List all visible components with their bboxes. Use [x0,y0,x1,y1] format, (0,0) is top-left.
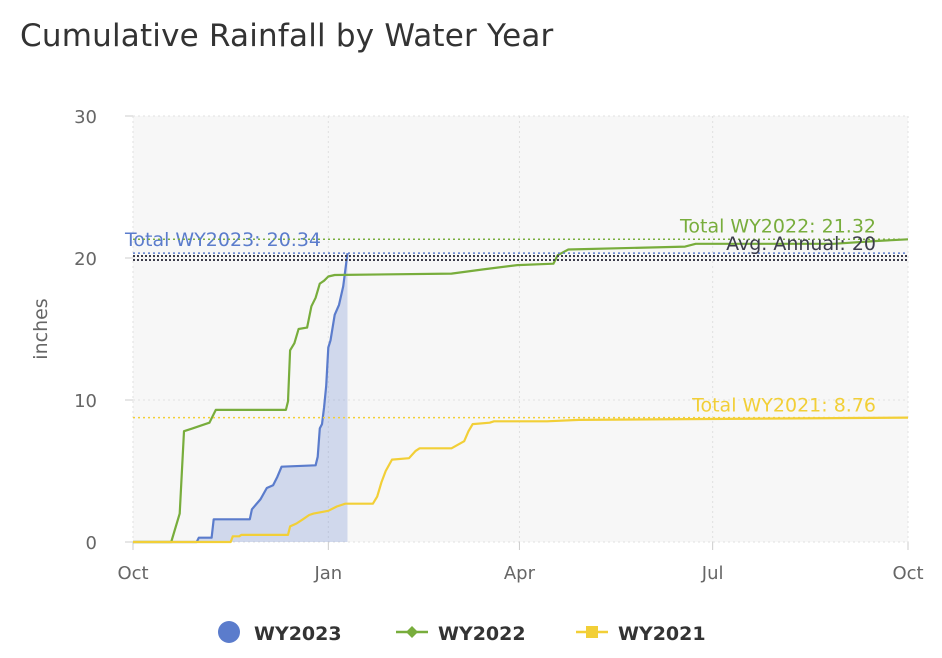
series-line-wy2021 [133,416,909,544]
x-tick-label: Oct [892,563,923,584]
legend-label: WY2023 [254,623,342,645]
legend-marker-square-icon [586,626,598,638]
legend-item-wy2023[interactable]: WY2023 [218,621,342,645]
x-tick-label: Jul [701,563,724,584]
series-line-wy2023 [133,253,349,544]
y-tick-label: 10 [74,391,97,412]
series-area-wy2023 [133,253,348,542]
legend-marker-circle-icon [218,621,240,643]
y-tick-label: 0 [86,533,97,554]
chart-title: Cumulative Rainfall by Water Year [20,18,554,54]
x-tick-label: Oct [117,563,148,584]
x-tick-label: Apr [504,563,536,584]
legend-item-wy2021[interactable]: WY2021 [576,623,706,645]
series-line-wy2022 [133,238,909,544]
total-label-wy2022: Total WY2022: 21.32 [679,215,876,237]
plot-area [133,116,908,542]
y-axis-label: inches [30,298,52,359]
x-tick-label: Jan [313,563,342,584]
legend-label: WY2022 [438,623,526,645]
total-label-wy2023: Total WY2023: 20.34 [124,229,321,251]
total-label-wy2021: Total WY2021: 8.76 [691,395,876,417]
y-tick-label: 30 [74,107,97,128]
legend-item-wy2022[interactable]: WY2022 [396,623,526,645]
legend-label: WY2021 [618,623,706,645]
y-tick-label: 20 [74,249,97,270]
legend-marker-diamond-icon [406,626,418,638]
avg-annual-label: Avg. Annual: 20 [726,233,876,255]
